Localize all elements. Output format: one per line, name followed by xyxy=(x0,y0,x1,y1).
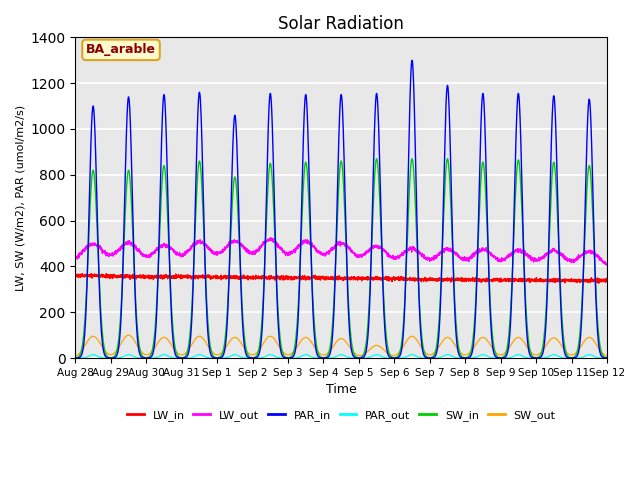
PAR_out xyxy=(603,355,611,361)
LW_out xyxy=(603,263,611,268)
SW_in xyxy=(553,192,561,198)
Line: SW_out: SW_out xyxy=(76,335,607,357)
LW_in xyxy=(595,280,602,286)
PAR_in xyxy=(603,355,611,361)
PAR_in xyxy=(393,355,401,361)
PAR_in xyxy=(553,152,561,158)
SW_in xyxy=(402,269,410,275)
Y-axis label: LW, SW (W/m2), PAR (umol/m2/s): LW, SW (W/m2), PAR (umol/m2/s) xyxy=(15,105,25,291)
LW_out xyxy=(186,247,193,253)
SW_in xyxy=(603,355,611,361)
PAR_in xyxy=(186,346,193,352)
LW_out xyxy=(266,235,274,240)
LW_in xyxy=(603,278,611,284)
SW_in xyxy=(220,345,228,350)
PAR_out xyxy=(72,355,79,361)
PAR_out xyxy=(553,352,561,358)
LW_in xyxy=(102,271,110,276)
SW_out xyxy=(393,351,401,357)
Text: BA_arable: BA_arable xyxy=(86,43,156,56)
LW_in xyxy=(553,276,561,282)
X-axis label: Time: Time xyxy=(326,383,356,396)
PAR_out xyxy=(393,355,401,361)
SW_in xyxy=(72,355,79,361)
SW_out xyxy=(403,338,410,344)
SW_out xyxy=(186,346,193,351)
PAR_out xyxy=(403,354,410,360)
PAR_out xyxy=(603,355,611,361)
SW_in xyxy=(186,338,193,344)
LW_out xyxy=(553,249,561,254)
PAR_in xyxy=(603,355,611,361)
SW_out xyxy=(125,332,132,338)
SW_in xyxy=(444,156,451,162)
SW_out xyxy=(603,354,611,360)
SW_out xyxy=(603,353,611,359)
LW_in xyxy=(186,274,193,279)
LW_in xyxy=(393,276,401,282)
LW_out xyxy=(72,256,79,262)
Line: LW_in: LW_in xyxy=(76,274,607,283)
Line: LW_out: LW_out xyxy=(76,238,607,265)
LW_out xyxy=(220,246,228,252)
Line: PAR_out: PAR_out xyxy=(76,355,607,358)
SW_out xyxy=(220,347,228,353)
LW_out xyxy=(403,250,410,255)
PAR_out xyxy=(90,352,97,358)
LW_out xyxy=(603,262,611,267)
LW_in xyxy=(220,275,228,280)
PAR_in xyxy=(402,263,410,268)
SW_in xyxy=(393,354,401,360)
LW_out xyxy=(393,255,401,261)
Line: PAR_in: PAR_in xyxy=(76,60,607,358)
LW_in xyxy=(403,276,410,282)
PAR_in xyxy=(220,351,228,357)
PAR_in xyxy=(408,58,416,63)
Line: SW_in: SW_in xyxy=(76,159,607,358)
Title: Solar Radiation: Solar Radiation xyxy=(278,15,404,33)
Legend: LW_in, LW_out, PAR_in, PAR_out, SW_in, SW_out: LW_in, LW_out, PAR_in, PAR_out, SW_in, S… xyxy=(122,405,560,425)
PAR_out xyxy=(186,355,193,361)
LW_in xyxy=(72,274,79,279)
SW_in xyxy=(603,355,611,361)
LW_in xyxy=(603,276,611,282)
PAR_out xyxy=(220,355,228,361)
PAR_in xyxy=(72,355,79,361)
SW_out xyxy=(72,353,79,359)
SW_out xyxy=(553,336,561,342)
